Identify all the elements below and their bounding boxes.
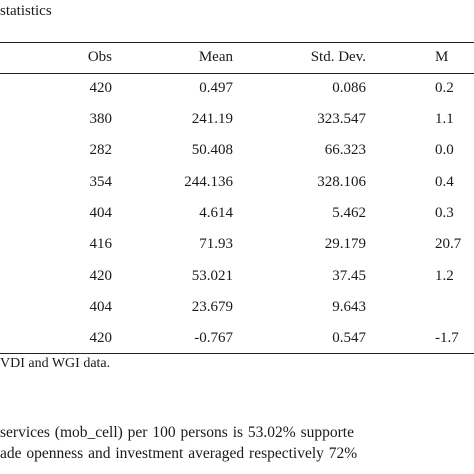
- table-row: 380 241.19 323.547 1.1: [0, 111, 474, 133]
- cell-min: 0.3: [435, 205, 454, 221]
- cell-min: 20.7: [435, 236, 462, 252]
- cell-obs: 404: [89, 205, 113, 221]
- cell-mean: 244.136: [184, 174, 233, 190]
- table-row: 420 53.021 37.45 1.2: [0, 268, 474, 290]
- body-paragraph-line-2: ade openness and investment averaged res…: [0, 445, 358, 462]
- cell-std-dev: 66.323: [324, 142, 366, 158]
- cell-std-dev: 323.547: [317, 111, 366, 127]
- cell-obs: 420: [89, 80, 113, 96]
- cell-min: 0.4: [435, 174, 454, 190]
- table-source-note: VDI and WGI data.: [0, 356, 111, 371]
- cell-obs: 420: [89, 268, 113, 284]
- table-header-row: Obs Mean Std. Dev. M: [0, 49, 474, 71]
- table-top-rule: [0, 42, 474, 43]
- table-bottom-rule: [0, 353, 474, 354]
- table-row: 416 71.93 29.179 20.7: [0, 236, 474, 258]
- table-row: 282 50.408 66.323 0.0: [0, 142, 474, 164]
- table-row: 404 4.614 5.462 0.3: [0, 205, 474, 227]
- cell-mean: -0.767: [194, 330, 233, 346]
- cell-mean: 4.614: [199, 205, 233, 221]
- cell-min: 0.0: [435, 142, 454, 158]
- table-caption: statistics: [0, 3, 52, 19]
- table-row: 354 244.136 328.106 0.4: [0, 174, 474, 196]
- cell-min: 1.1: [435, 111, 454, 127]
- body-paragraph-line-1: services (mob_cell) per 100 persons is 5…: [0, 424, 354, 441]
- cell-std-dev: 5.462: [332, 205, 366, 221]
- table-header-rule: [0, 73, 474, 74]
- table-row: 420 -0.767 0.547 -1.7: [0, 330, 474, 352]
- header-obs: Obs: [87, 49, 112, 65]
- cell-std-dev: 9.643: [332, 299, 366, 315]
- header-std-dev: Std. Dev.: [310, 49, 366, 65]
- cell-obs: 416: [89, 236, 113, 252]
- cell-obs: 354: [89, 174, 113, 190]
- cell-obs: 282: [89, 142, 113, 158]
- header-mean: Mean: [198, 49, 233, 65]
- cell-obs: 404: [89, 299, 113, 315]
- cell-std-dev: 0.086: [332, 80, 366, 96]
- cell-mean: 241.19: [191, 111, 233, 127]
- cell-mean: 23.679: [191, 299, 233, 315]
- cell-std-dev: 37.45: [332, 268, 366, 284]
- header-min: M: [435, 49, 449, 65]
- cell-min: -1.7: [435, 330, 459, 346]
- cell-std-dev: 29.179: [324, 236, 366, 252]
- cell-obs: 420: [89, 330, 113, 346]
- cell-min: 0.2: [435, 80, 454, 96]
- table-row: 404 23.679 9.643: [0, 299, 474, 321]
- cell-mean: 0.497: [199, 80, 233, 96]
- cell-std-dev: 0.547: [332, 330, 366, 346]
- cell-obs: 380: [89, 111, 113, 127]
- cell-mean: 71.93: [199, 236, 233, 252]
- cell-min: 1.2: [435, 268, 454, 284]
- cell-mean: 50.408: [191, 142, 233, 158]
- table-row: 420 0.497 0.086 0.2: [0, 80, 474, 102]
- cell-std-dev: 328.106: [317, 174, 366, 190]
- cell-mean: 53.021: [191, 268, 233, 284]
